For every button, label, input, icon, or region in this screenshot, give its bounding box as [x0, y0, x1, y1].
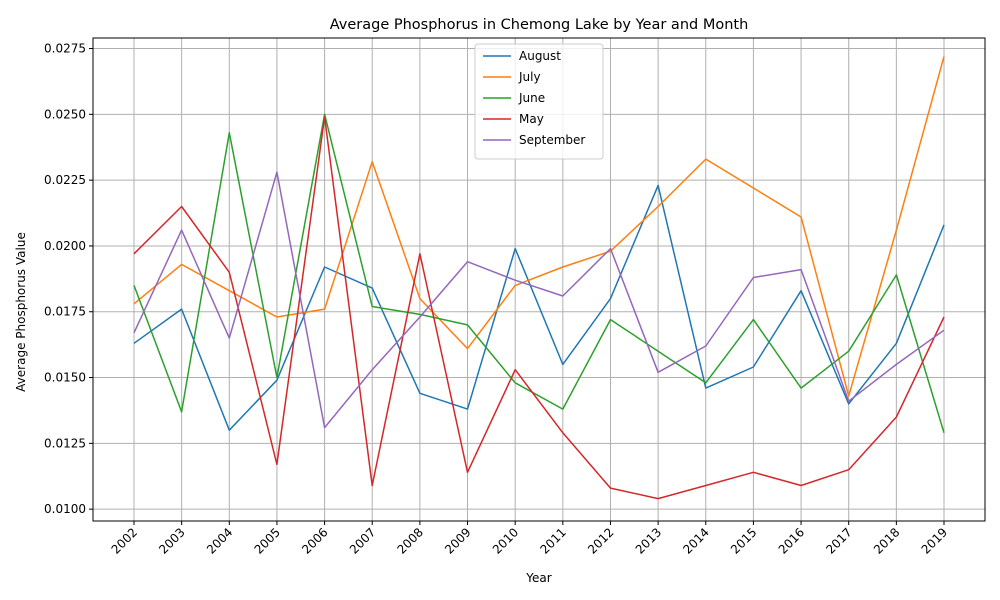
y-tick-label: 0.0275 — [44, 42, 86, 56]
y-tick-label: 0.0225 — [44, 173, 86, 187]
series-line-august — [133, 184, 945, 431]
legend-entry: July — [518, 70, 541, 84]
y-tick-label: 0.0200 — [44, 239, 86, 253]
y-tick-label: 0.0100 — [44, 502, 86, 516]
legend-box — [474, 43, 604, 160]
y-axis-label: Average Phosphorus Value — [14, 232, 28, 392]
series-line-september — [133, 171, 945, 429]
y-axis: 0.0100 0.0125 0.0150 0.0175 0.0200 0.0225 0.02… — [44, 42, 93, 516]
series-line-may — [133, 116, 945, 500]
series-lines — [133, 56, 945, 500]
x-axis-label: Year — [525, 571, 551, 585]
plot-frame — [92, 37, 986, 522]
legend-entry: June — [518, 91, 545, 105]
legend-entry: September — [519, 133, 585, 147]
series-line-july — [133, 56, 945, 397]
chart-title: Average Phosphorus in Chemong Lake by Ye… — [330, 17, 749, 33]
y-tick-label: 0.0250 — [44, 107, 86, 121]
y-tick-label: 0.0175 — [44, 305, 86, 319]
legend-entry: August — [519, 49, 561, 63]
legend: August July June May September — [474, 43, 604, 160]
legend-entry: May — [519, 112, 544, 126]
y-tick-label: 0.0150 — [44, 371, 86, 385]
series-line-june — [133, 113, 945, 434]
y-tick-label: 0.0125 — [44, 436, 86, 450]
